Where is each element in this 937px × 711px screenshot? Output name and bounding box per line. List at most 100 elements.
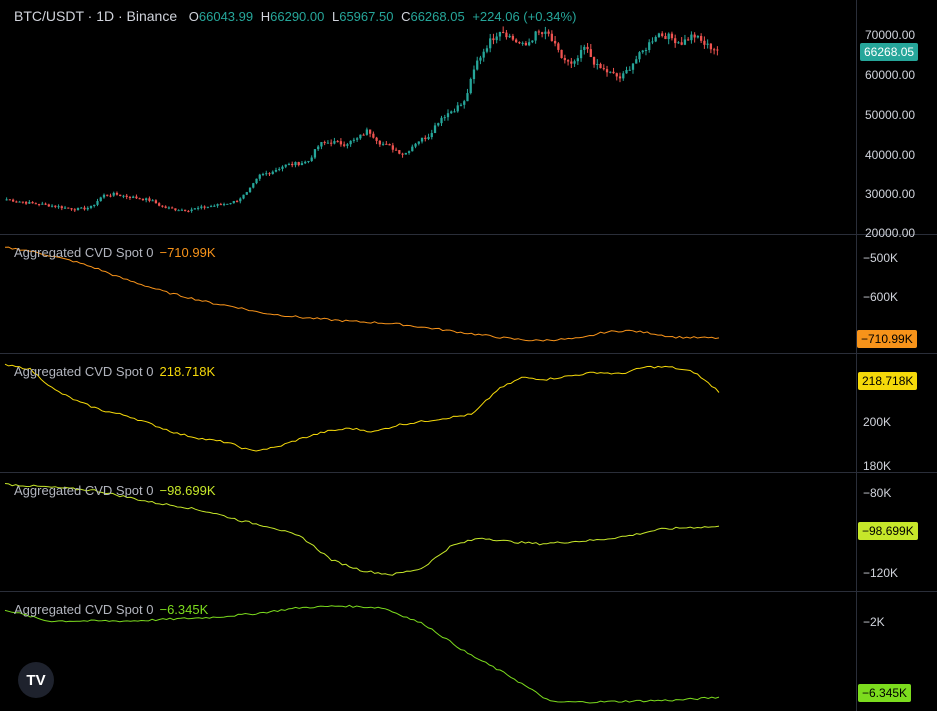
- cvd2-value-badge: 218.718K: [858, 372, 918, 390]
- cvd-line-series: [4, 363, 720, 452]
- cvd1-tick: −500K: [863, 251, 899, 265]
- high-value: 66290.00: [270, 9, 325, 24]
- candle-body: [515, 39, 518, 43]
- candle-body: [154, 200, 158, 204]
- candle-body: [411, 146, 414, 152]
- candle-body: [372, 133, 375, 138]
- candle-body: [151, 200, 154, 202]
- candle-body: [70, 208, 73, 210]
- candle-body: [696, 36, 700, 38]
- indicator-name: Aggregated CVD Spot 0: [14, 245, 154, 260]
- candle-body: [706, 43, 709, 45]
- candle-body: [44, 203, 47, 205]
- candle-body: [547, 31, 550, 34]
- last-price-badge: 66268.05: [860, 43, 919, 61]
- candle-body: [76, 208, 80, 210]
- candle-body: [145, 198, 148, 201]
- candle-body: [209, 206, 213, 208]
- candle-body: [41, 203, 44, 205]
- candle-body: [190, 209, 193, 212]
- candle-body: [229, 203, 232, 205]
- candle-body: [693, 34, 696, 38]
- candle-body: [651, 41, 654, 43]
- candle-body: [365, 129, 369, 135]
- candle-body: [93, 204, 96, 207]
- candle-body: [466, 93, 469, 102]
- candle-body: [644, 49, 648, 51]
- candle-body: [164, 206, 167, 208]
- candle-body: [518, 42, 521, 44]
- cvd2-tick: 180K: [863, 459, 892, 473]
- candle-body: [67, 207, 70, 209]
- candle-body: [34, 203, 37, 205]
- candle-body: [534, 31, 537, 41]
- candle-body: [680, 42, 683, 45]
- candle-body: [213, 205, 216, 207]
- candle-body: [615, 73, 618, 77]
- open-label: O: [188, 9, 199, 24]
- candle-body: [511, 35, 515, 40]
- candle-body: [674, 38, 677, 44]
- candle-body: [226, 203, 229, 205]
- candle-body: [183, 209, 187, 211]
- symbol-header[interactable]: BTC/USDT · 1D · Binance O66043.99 H66290…: [14, 8, 576, 24]
- candle-body: [440, 117, 443, 124]
- indicator-name: Aggregated CVD Spot 0: [14, 364, 154, 379]
- candle-body: [654, 36, 657, 42]
- high-label: H: [260, 9, 271, 24]
- candle-body: [50, 205, 54, 207]
- candle-body: [596, 63, 599, 65]
- candle-body: [424, 137, 427, 140]
- candle-body: [700, 36, 703, 41]
- candle-body: [628, 69, 631, 71]
- tradingview-logo-icon[interactable]: TV: [18, 662, 54, 698]
- cvd-pane-1-title[interactable]: Aggregated CVD Spot 0 −710.99K: [14, 245, 216, 260]
- pane-separator[interactable]: [0, 472, 937, 473]
- candle-body: [349, 140, 352, 145]
- candle-body: [313, 149, 317, 158]
- candle-body: [716, 49, 719, 51]
- cvd-pane-4-title[interactable]: Aggregated CVD Spot 0 −6.345K: [14, 602, 208, 617]
- candle-body: [362, 134, 365, 136]
- candle-body: [690, 34, 693, 41]
- candle-body: [368, 129, 372, 134]
- candle-body: [219, 204, 222, 206]
- candle-body: [553, 40, 557, 44]
- pane-separator[interactable]: [0, 353, 937, 354]
- candle-body: [284, 164, 287, 167]
- pane-separator[interactable]: [0, 234, 937, 235]
- cvd-pane-2-title[interactable]: Aggregated CVD Spot 0 218.718K: [14, 364, 215, 379]
- candle-body: [586, 46, 589, 50]
- candle-body: [125, 195, 128, 197]
- candle-body: [712, 49, 716, 51]
- candle-body: [625, 69, 628, 74]
- candle-body: [550, 33, 553, 41]
- indicator-name: Aggregated CVD Spot 0: [14, 483, 154, 498]
- candle-body: [677, 42, 680, 44]
- candle-body: [443, 117, 446, 119]
- candle-body: [414, 143, 417, 147]
- candle-body: [592, 57, 596, 65]
- pane-separator[interactable]: [0, 591, 937, 592]
- candle-body: [703, 40, 706, 45]
- candle-body: [112, 192, 115, 196]
- candle-body: [648, 42, 651, 50]
- candle-body: [339, 141, 343, 145]
- candle-body: [265, 173, 268, 175]
- candle-body: [482, 51, 485, 58]
- candle-body: [193, 208, 196, 210]
- candle-body: [141, 198, 145, 201]
- candle-body: [638, 52, 641, 60]
- candle-body: [326, 142, 330, 144]
- candle-body: [300, 163, 304, 166]
- cvd-pane-3-title[interactable]: Aggregated CVD Spot 0 −98.699K: [14, 483, 216, 498]
- candle-body: [427, 137, 430, 140]
- candle-body: [307, 160, 310, 162]
- candle-body: [268, 173, 271, 175]
- symbol-title[interactable]: BTC/USDT · 1D · Binance: [14, 8, 178, 24]
- candle-body: [573, 61, 576, 64]
- candle-body: [232, 201, 235, 204]
- candle-body: [294, 162, 297, 166]
- candle-body: [21, 201, 24, 203]
